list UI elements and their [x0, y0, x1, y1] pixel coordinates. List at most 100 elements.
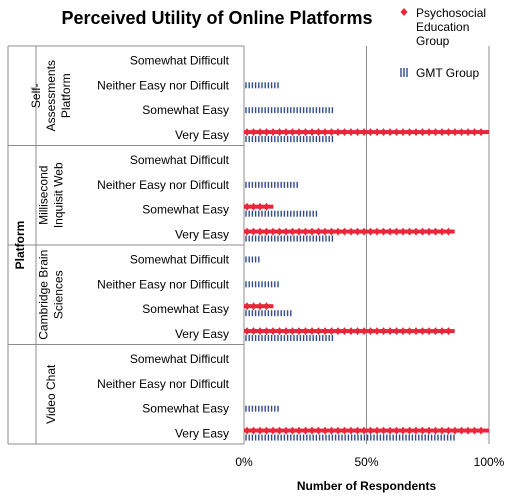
category-label: Somewhat Easy [142, 203, 229, 217]
bar-psychosocial-diamond [296, 227, 302, 236]
category-label: Somewhat Easy [142, 103, 229, 117]
bar-psychosocial-diamond [367, 128, 374, 137]
group-label: Platform [59, 73, 73, 118]
bar-psychosocial-diamond [387, 426, 393, 435]
bar-psychosocial-diamond [380, 327, 387, 336]
bar-psychosocial-diamond [328, 227, 335, 236]
bar-psychosocial-diamond [270, 327, 276, 336]
bar-psychosocial-diamond [322, 128, 328, 137]
bar-psychosocial-diamond [250, 202, 257, 211]
bar-psychosocial-diamond [335, 327, 341, 336]
category-label: Somewhat Difficult [130, 352, 230, 366]
bar-psychosocial-diamond [263, 128, 270, 137]
bar-psychosocial-diamond [244, 227, 250, 236]
bar-psychosocial-diamond [380, 128, 387, 137]
category-label: Very Easy [175, 228, 229, 242]
bar-psychosocial-diamond [276, 426, 283, 435]
bar-psychosocial-diamond [335, 128, 341, 137]
bar-psychosocial-diamond [439, 128, 445, 137]
bar-psychosocial-diamond [309, 426, 315, 435]
bar-psychosocial-diamond [328, 128, 335, 137]
bar-psychosocial-diamond [406, 227, 413, 236]
category-label: Neither Easy nor Difficult [97, 377, 229, 391]
bar-psychosocial-diamond [387, 327, 393, 336]
bar-gmt [245, 434, 455, 441]
bar-psychosocial-diamond [380, 227, 387, 236]
bar-psychosocial-diamond [283, 426, 289, 435]
category-label: Somewhat Difficult [130, 153, 230, 167]
bar-psychosocial-diamond [478, 128, 484, 137]
bar-psychosocial [244, 302, 274, 311]
bar-psychosocial-diamond [270, 128, 276, 137]
bar-gmt [245, 136, 334, 143]
bar-psychosocial-diamond [406, 426, 413, 435]
bar-psychosocial-diamond [445, 128, 452, 137]
bar-psychosocial-diamond [348, 128, 354, 137]
category-label: Somewhat Easy [142, 402, 229, 416]
bar-psychosocial-diamond [263, 327, 270, 336]
bar-psychosocial-diamond [322, 227, 328, 236]
bar-psychosocial-diamond [439, 327, 445, 336]
bar-gmt [245, 335, 334, 342]
bar-psychosocial-diamond [393, 128, 400, 137]
bar-psychosocial-diamond [283, 327, 289, 336]
chart-title: Perceived Utility of Online Platforms [61, 8, 372, 28]
bar-psychosocial-diamond [432, 227, 439, 236]
bar-psychosocial-diamond [348, 327, 354, 336]
bar-psychosocial-diamond [452, 426, 458, 435]
bar-psychosocial [244, 426, 489, 435]
bar-psychosocial-diamond [354, 227, 361, 236]
bar-psychosocial-diamond [341, 426, 348, 435]
category-label: Neither Easy nor Difficult [97, 277, 229, 291]
bar-psychosocial-diamond [413, 128, 419, 137]
bar-psychosocial-diamond [361, 227, 367, 236]
bar-psychosocial-diamond [426, 227, 432, 236]
category-label: Neither Easy nor Difficult [97, 78, 229, 92]
bar-psychosocial-diamond [406, 128, 413, 137]
legend-marker-psychosocial [400, 8, 408, 16]
bar-psychosocial-diamond [315, 426, 322, 435]
bar-psychosocial-diamond [393, 227, 400, 236]
bar-psychosocial-diamond [296, 128, 302, 137]
bar-psychosocial-diamond [400, 426, 406, 435]
bar-psychosocial-diamond [270, 426, 276, 435]
bar-psychosocial-diamond [250, 227, 257, 236]
bar-psychosocial-diamond [400, 327, 406, 336]
bar-psychosocial-diamond [315, 227, 322, 236]
bar-gmt [245, 310, 292, 317]
bar-psychosocial-diamond [445, 227, 452, 236]
bar-psychosocial-diamond [263, 426, 270, 435]
legend-label-gmt: GMT Group [416, 66, 479, 80]
bar-gmt [245, 107, 334, 114]
bar-psychosocial-diamond [354, 327, 361, 336]
bar-psychosocial-diamond [413, 426, 419, 435]
legend-label-psychosocial: Psychosocial [416, 6, 486, 20]
bar-psychosocial-diamond [393, 327, 400, 336]
bar-psychosocial-diamond [432, 128, 439, 137]
bar-gmt [245, 405, 279, 412]
bar-gmt [245, 235, 334, 242]
bar-psychosocial-diamond [270, 227, 276, 236]
bar-psychosocial-diamond [250, 327, 257, 336]
bar-psychosocial-diamond [439, 426, 445, 435]
x-tick-label: 100% [474, 455, 505, 469]
bar-psychosocial-diamond [387, 227, 393, 236]
bar-psychosocial-diamond [471, 128, 478, 137]
bar-psychosocial-diamond [283, 128, 289, 137]
bar-psychosocial-diamond [445, 426, 452, 435]
bar-psychosocial-diamond [257, 227, 263, 236]
bar-psychosocial-diamond [302, 128, 309, 137]
bar-psychosocial-diamond [400, 227, 406, 236]
bar-psychosocial-diamond [289, 327, 296, 336]
bar-psychosocial-diamond [263, 202, 270, 211]
y-axis-title: Platform [13, 221, 27, 270]
group-label: Millisecond [37, 166, 51, 225]
group-label: Assessments [44, 60, 58, 131]
bar-psychosocial-diamond [341, 128, 348, 137]
bar-psychosocial-diamond [426, 327, 432, 336]
bar-gmt [245, 82, 279, 89]
bar-psychosocial-diamond [296, 426, 302, 435]
bar-psychosocial-diamond [250, 426, 257, 435]
category-label: Very Easy [175, 427, 229, 441]
bar-psychosocial [244, 227, 455, 236]
